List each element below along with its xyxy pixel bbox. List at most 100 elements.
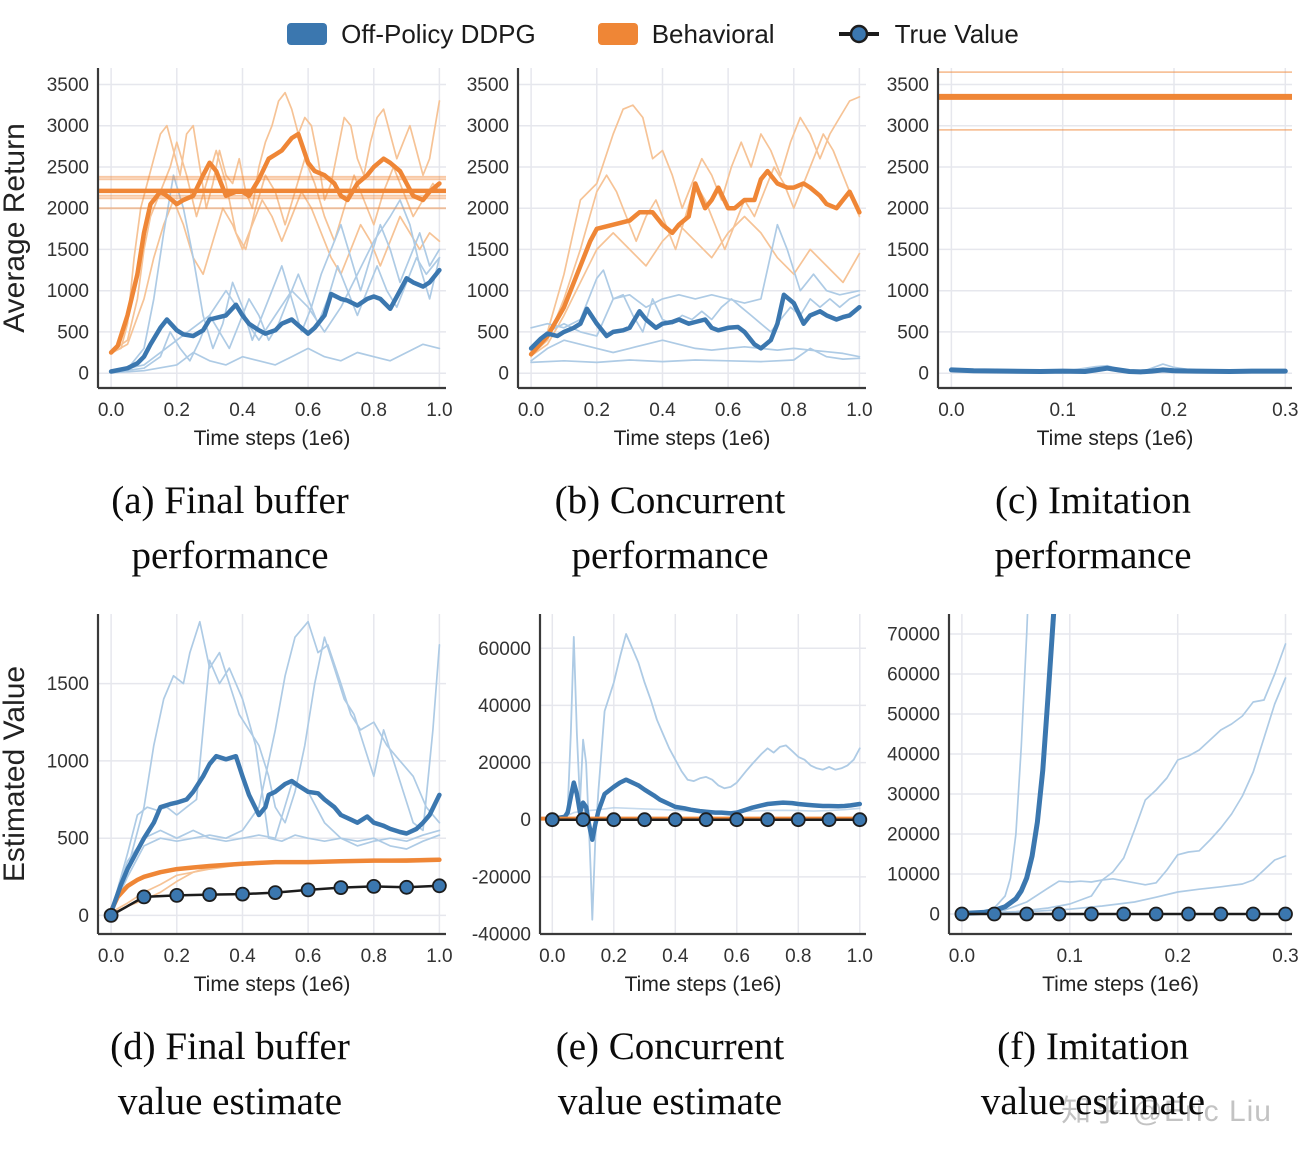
svg-text:40000: 40000 [478, 696, 531, 717]
legend-label-behavioral: Behavioral [651, 18, 775, 49]
svg-text:0.2: 0.2 [584, 400, 610, 421]
svg-text:3500: 3500 [887, 75, 929, 96]
svg-text:-20000: -20000 [472, 867, 531, 888]
svg-text:0: 0 [78, 364, 89, 385]
svg-text:60000: 60000 [478, 639, 531, 660]
svg-text:0.1: 0.1 [1057, 946, 1083, 967]
svg-text:3000: 3000 [467, 116, 509, 137]
caption-row-performance: (a) Final buffer performance (b) Concurr… [0, 454, 1306, 600]
caption-e: (e) Concurrent value estimate [555, 1025, 785, 1123]
chart-concurrent-value-estimate: -40000 -20000 0 20000 40000 60000 0.0 0.2 0.4 0.6… [472, 614, 873, 996]
svg-text:30000: 30000 [887, 785, 940, 806]
svg-text:60000: 60000 [887, 665, 940, 686]
svg-text:0.3: 0.3 [1272, 946, 1298, 967]
svg-text:Time steps (1e6): Time steps (1e6) [625, 973, 782, 996]
svg-text:0.0: 0.0 [938, 400, 964, 421]
caption-f: (f) Imitation value estimate [980, 1025, 1206, 1123]
svg-text:0.4: 0.4 [662, 946, 689, 967]
svg-text:Time steps (1e6): Time steps (1e6) [1037, 427, 1194, 450]
svg-text:1000: 1000 [887, 281, 929, 302]
svg-text:-40000: -40000 [472, 925, 531, 946]
chart-row-performance: 0 500 1000 1500 2000 2500 3000 3500 0.0 0.2 0.4 0.6… [0, 54, 1306, 454]
legend-item-true-value: True Value [837, 19, 1019, 50]
svg-text:0.6: 0.6 [295, 946, 321, 967]
svg-text:3000: 3000 [47, 116, 89, 137]
legend-item-behavioral: Behavioral [597, 18, 775, 50]
svg-text:0: 0 [918, 364, 929, 385]
svg-text:0: 0 [498, 364, 509, 385]
caption-d: (d) Final buffer value estimate [110, 1025, 350, 1123]
svg-text:1500: 1500 [47, 674, 89, 695]
svg-text:1.0: 1.0 [846, 400, 872, 421]
svg-text:3500: 3500 [467, 75, 509, 96]
legend-item-off-policy-ddpg: Off-Policy DDPG [287, 19, 536, 50]
svg-text:50000: 50000 [887, 705, 940, 726]
svg-text:20000: 20000 [887, 825, 940, 846]
svg-text:1.0: 1.0 [426, 946, 452, 967]
svg-text:0.6: 0.6 [715, 400, 741, 421]
svg-text:Time steps (1e6): Time steps (1e6) [614, 427, 771, 450]
svg-text:40000: 40000 [887, 745, 940, 766]
svg-text:3000: 3000 [887, 116, 929, 137]
legend-label-true-value: True Value [894, 18, 1019, 49]
svg-text:0: 0 [520, 810, 531, 831]
legend-label-off-policy-ddpg: Off-Policy DDPG [341, 18, 536, 49]
ddpg-swatch-icon [287, 23, 328, 45]
svg-text:0.4: 0.4 [649, 400, 676, 421]
svg-text:1000: 1000 [467, 281, 509, 302]
svg-text:2000: 2000 [467, 199, 509, 220]
svg-text:2000: 2000 [47, 199, 89, 220]
svg-text:0.1: 0.1 [1049, 400, 1075, 421]
svg-text:Time steps (1e6): Time steps (1e6) [194, 427, 351, 450]
caption-c: (c) Imitation performance [994, 479, 1192, 577]
svg-text:0.2: 0.2 [1161, 400, 1187, 421]
watermark: 知乎 @Eric Liu [1061, 1095, 1272, 1128]
svg-text:0.0: 0.0 [98, 400, 124, 421]
caption-b: (b) Concurrent performance [554, 479, 786, 577]
svg-text:1000: 1000 [47, 281, 89, 302]
chart-row-value-estimate: 0 500 1000 1500 0.0 0.2 0.4 0.6 0.8 1.0 Time steps… [0, 600, 1306, 1000]
svg-text:0.6: 0.6 [724, 946, 750, 967]
svg-text:1500: 1500 [47, 240, 89, 261]
svg-text:70000: 70000 [887, 625, 940, 646]
caption-a: (a) Final buffer performance [111, 479, 349, 577]
svg-text:1.0: 1.0 [426, 400, 452, 421]
svg-text:2500: 2500 [887, 158, 929, 179]
svg-text:500: 500 [57, 829, 89, 850]
svg-text:0.3: 0.3 [1272, 400, 1298, 421]
svg-text:Time steps (1e6): Time steps (1e6) [1042, 973, 1199, 996]
svg-text:0: 0 [929, 905, 940, 926]
svg-text:3500: 3500 [47, 75, 89, 96]
svg-text:0.8: 0.8 [785, 946, 811, 967]
svg-text:0.4: 0.4 [229, 400, 256, 421]
svg-text:2500: 2500 [467, 158, 509, 179]
svg-text:0.0: 0.0 [539, 946, 565, 967]
caption-row-value-estimate: (d) Final buffer value estimate (e) Conc… [0, 1000, 1306, 1146]
svg-text:500: 500 [897, 322, 929, 343]
svg-text:Time steps (1e6): Time steps (1e6) [194, 973, 351, 996]
true-value-marker-icon [838, 24, 879, 44]
svg-text:0.0: 0.0 [518, 400, 544, 421]
svg-text:0.2: 0.2 [164, 946, 190, 967]
chart-imitation-performance: 0 500 1000 1500 2000 2500 3000 3500 0.0 0.1 0.2 0.3… [887, 68, 1299, 450]
chart-imitation-value-estimate: 0 10000 20000 30000 40000 50000 60000 70000 0.0 0… [887, 614, 1299, 996]
svg-text:0.2: 0.2 [1164, 946, 1190, 967]
svg-text:1000: 1000 [47, 751, 89, 772]
svg-text:0.8: 0.8 [781, 400, 807, 421]
svg-text:1500: 1500 [467, 240, 509, 261]
svg-text:Average Return: Average Return [0, 123, 31, 333]
svg-text:0.0: 0.0 [949, 946, 975, 967]
svg-text:Estimated Value: Estimated Value [0, 666, 31, 882]
behavioral-swatch-icon [597, 23, 638, 45]
svg-text:0.8: 0.8 [361, 400, 387, 421]
svg-text:0.0: 0.0 [98, 946, 124, 967]
chart-final-buffer-performance: 0 500 1000 1500 2000 2500 3000 3500 0.0 0.2 0.4 0.6… [0, 68, 453, 450]
chart-concurrent-performance: 0 500 1000 1500 2000 2500 3000 3500 0.0 0.2 0.4 0.6… [467, 68, 873, 450]
svg-text:1500: 1500 [887, 240, 929, 261]
svg-text:0.2: 0.2 [601, 946, 627, 967]
svg-text:0.6: 0.6 [295, 400, 321, 421]
svg-text:10000: 10000 [887, 865, 940, 886]
svg-text:0.2: 0.2 [164, 400, 190, 421]
svg-text:2000: 2000 [887, 199, 929, 220]
svg-text:0.8: 0.8 [361, 946, 387, 967]
